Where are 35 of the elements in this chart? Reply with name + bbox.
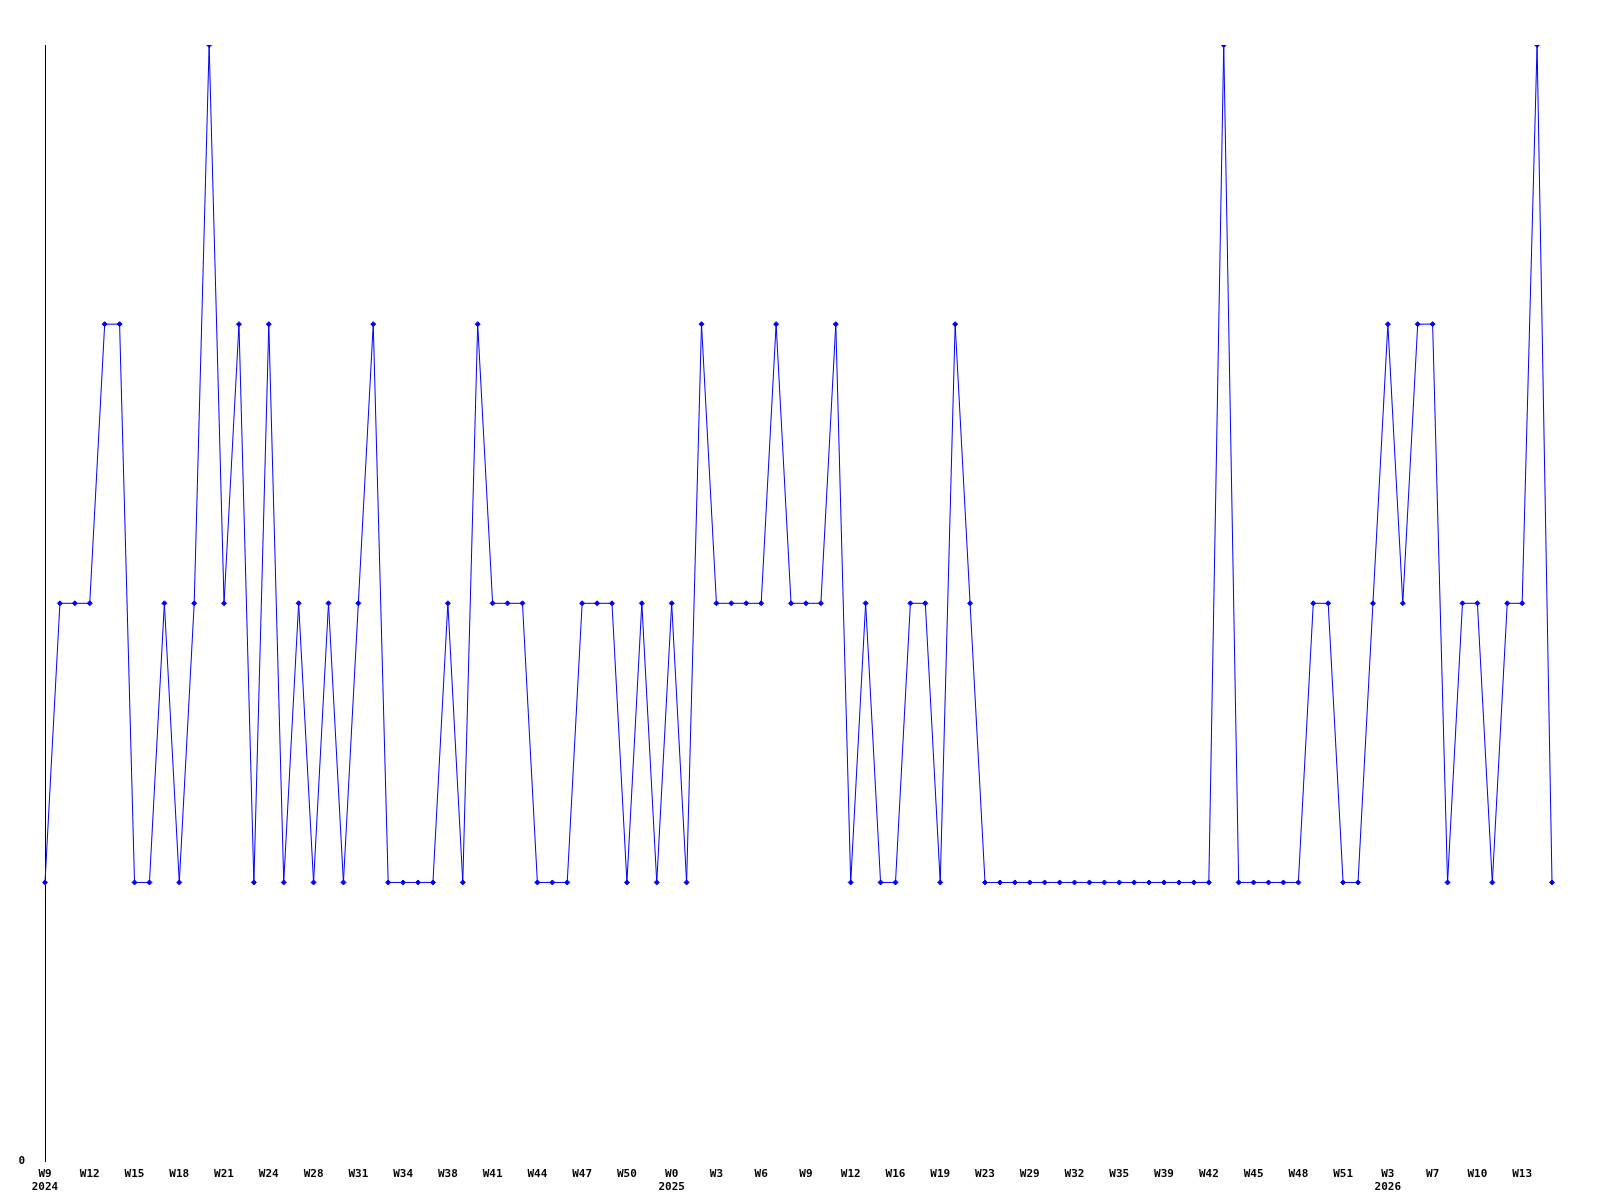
- x-tick-label: W34: [393, 1167, 414, 1181]
- x-tick-label: W0 2025: [658, 1167, 685, 1194]
- x-tick-label: W3: [709, 1167, 724, 1181]
- x-tick-label: W9: [799, 1167, 813, 1181]
- x-tick-label: W32: [1064, 1167, 1085, 1181]
- x-tick-label: W24: [258, 1167, 280, 1181]
- x-tick-label: W12: [79, 1167, 100, 1181]
- x-tick-label: W50: [616, 1167, 637, 1181]
- x-tick-label: W10: [1467, 1167, 1488, 1181]
- text: 0: [18, 1154, 25, 1168]
- x-tick-label: W16: [885, 1167, 906, 1181]
- x-tick-label: W48: [1288, 1167, 1309, 1181]
- x-tick-label: W19: [930, 1167, 951, 1181]
- x-tick-label: W13: [1512, 1167, 1533, 1181]
- x-tick-label: W29: [1019, 1167, 1040, 1181]
- x-tick-label: W51: [1333, 1167, 1354, 1181]
- x-tick-label: W42: [1198, 1167, 1219, 1181]
- x-tick-label: W15: [124, 1167, 145, 1181]
- x-tick-label: W28: [303, 1167, 324, 1181]
- x-tick-label: W21: [214, 1167, 235, 1181]
- x-tick-label: W38: [437, 1167, 458, 1181]
- x-tick-label: W9 2024: [31, 1167, 59, 1194]
- x-tick-label: W47: [572, 1167, 593, 1181]
- x-tick-label: W6: [754, 1167, 769, 1181]
- x-tick-label: W12: [840, 1167, 861, 1181]
- x-tick-label: W44: [527, 1167, 548, 1181]
- x-tick-label: W35: [1109, 1167, 1130, 1181]
- x-tick-label: W31: [348, 1167, 369, 1181]
- x-tick-label: W39: [1154, 1167, 1174, 1181]
- x-tick-label: W23: [975, 1167, 995, 1181]
- x-tick-label: W3 2026: [1374, 1167, 1402, 1194]
- x-tick-label: W7: [1426, 1167, 1440, 1181]
- x-tick-label: W41: [482, 1167, 503, 1181]
- x-tick-label: W45: [1243, 1167, 1264, 1181]
- x-tick-label: W18: [169, 1167, 190, 1181]
